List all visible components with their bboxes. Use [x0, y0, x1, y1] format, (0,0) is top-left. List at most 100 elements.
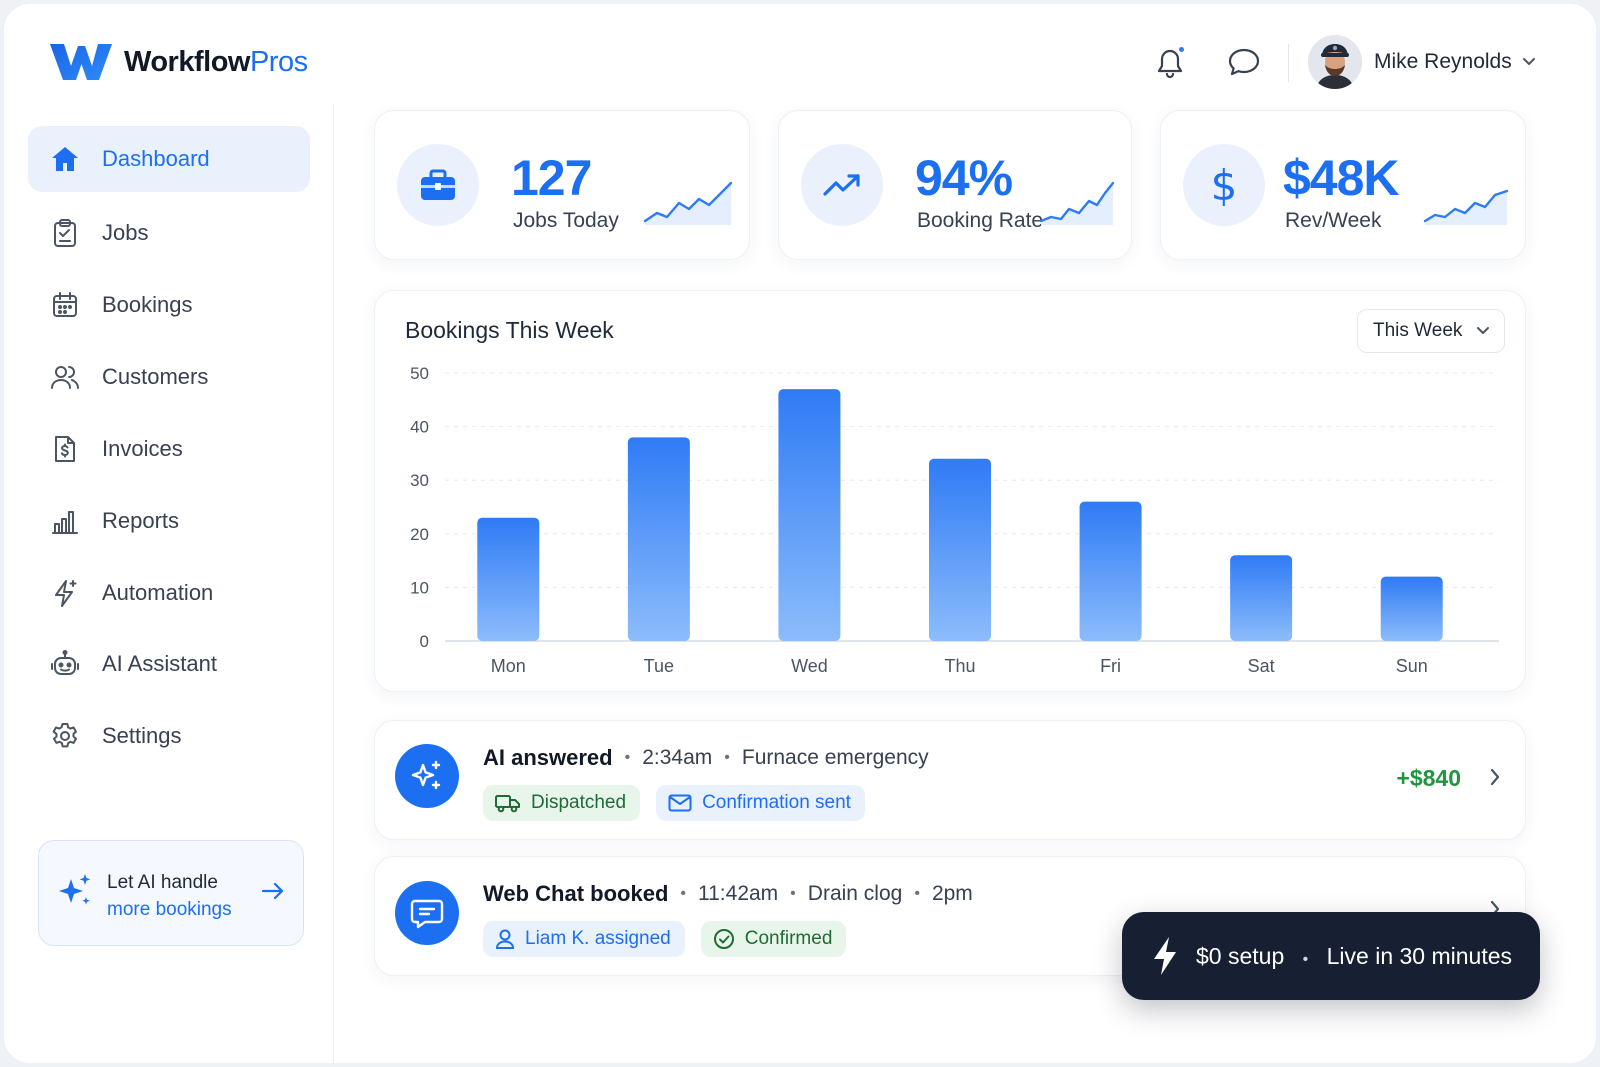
activity-title: Web Chat booked [483, 881, 669, 906]
period-select[interactable]: This Week [1357, 309, 1505, 353]
x-tick-label: Thu [944, 656, 975, 676]
user-menu[interactable]: Mike Reynolds [1308, 34, 1536, 90]
brand-name-primary: Workflow [124, 45, 250, 78]
avatar [1308, 35, 1362, 89]
y-tick-label: 50 [410, 364, 429, 383]
messages-button[interactable] [1224, 42, 1264, 82]
chart-title: Bookings This Week [405, 317, 614, 343]
sidebar-item-jobs[interactable]: Jobs [28, 200, 310, 266]
stat-value: 127 [511, 150, 592, 206]
sidebar-item-settings[interactable]: Settings [28, 703, 310, 769]
stat-caption: Booking Rate [917, 209, 1044, 232]
sidebar-item-dashboard[interactable]: Dashboard [28, 126, 310, 192]
notification-badge [1177, 45, 1186, 54]
sidebar-item-label: Settings [102, 723, 182, 748]
activity-detail: Drain clog [807, 882, 903, 905]
bar-tue[interactable] [627, 437, 690, 641]
x-tick-label: Wed [791, 656, 828, 676]
user-name: Mike Reynolds [1374, 50, 1512, 73]
tag-label: Dispatched [531, 792, 627, 813]
dollar-icon: $ [1183, 144, 1265, 226]
bar-sun[interactable] [1380, 576, 1443, 641]
header-divider [1288, 44, 1289, 82]
sidebar-item-automation[interactable]: Automation [28, 560, 310, 626]
status-badge-confirmation-sent: Confirmation sent [656, 785, 865, 821]
chevron-down-icon [1477, 327, 1489, 334]
sidebar-item-customers[interactable]: Customers [28, 344, 310, 410]
sidebar-item-label: AI Assistant [102, 651, 217, 676]
sparkle-icon [59, 874, 91, 905]
activity-time: 11:42am [698, 882, 779, 905]
sidebar-item-ai-assistant[interactable]: AI Assistant [28, 631, 310, 697]
x-tick-label: Sat [1248, 656, 1275, 676]
sidebar: Dashboard Jobs Bookings Customers Invoic… [4, 104, 334, 1063]
bar-mon[interactable] [477, 517, 540, 641]
y-tick-label: 0 [420, 632, 429, 651]
sparkline [1423, 189, 1509, 225]
stat-card-booking-rate[interactable]: 94% Booking Rate [778, 110, 1132, 260]
stat-value: 94% [915, 150, 1013, 206]
activity-item-ai-answered[interactable]: AI answered • 2:34am • Furnace emergency… [374, 720, 1526, 840]
ai-promo-card[interactable]: Let AI handle more bookings [38, 840, 304, 946]
mail-icon [668, 794, 692, 812]
promo-line-2: more bookings [107, 899, 232, 920]
clipboard-icon [48, 216, 82, 250]
bar-wed[interactable] [778, 389, 841, 641]
tag-label: Confirmed [744, 928, 833, 949]
x-tick-label: Tue [644, 656, 674, 676]
y-tick-label: 30 [410, 471, 429, 490]
sidebar-item-reports[interactable]: Reports [28, 488, 310, 554]
status-badge-dispatched: Dispatched [483, 785, 641, 821]
bookings-bar-chart: 0 10 20 30 40 50 Mon Tue Wed Thu Fri Sat Sun [410, 364, 1499, 676]
sparkle-icon [395, 744, 459, 808]
bar-thu[interactable] [929, 458, 991, 641]
sidebar-item-label: Customers [102, 364, 209, 389]
truck-icon [495, 795, 520, 813]
sidebar-item-label: Reports [102, 508, 180, 533]
sidebar-item-label: Automation [102, 580, 214, 605]
activity-extra: 2pm [931, 882, 973, 905]
promo-line-1: Let AI handle [107, 872, 218, 893]
sidebar-item-invoices[interactable]: Invoices [28, 416, 310, 482]
tag-label: Confirmation sent [702, 792, 851, 813]
period-value: This Week [1373, 320, 1463, 341]
y-tick-label: 20 [410, 525, 429, 544]
invoice-icon [48, 432, 82, 466]
brand-logo[interactable]: WorkflowPros [48, 38, 308, 86]
stat-card-revenue[interactable]: $ $48K Rev/Week [1160, 110, 1526, 260]
sidebar-item-label: Jobs [102, 220, 149, 245]
bar-fri[interactable] [1079, 501, 1142, 641]
x-tick-label: Sun [1396, 656, 1428, 676]
tag-label: Liam K. assigned [525, 928, 671, 949]
brand-name-secondary: Pros [249, 45, 308, 78]
toast-live: Live in 30 minutes [1326, 942, 1513, 969]
calendar-icon [48, 288, 82, 322]
y-tick-label: 40 [410, 418, 429, 437]
bolt-icon [1154, 937, 1176, 975]
chat-icon [1228, 48, 1260, 76]
bookings-chart-card: 0 10 20 30 40 50 Mon Tue Wed Thu Fri Sat Sun Booking… [374, 290, 1526, 692]
chevron-down-icon [1522, 58, 1535, 65]
lightning-icon [48, 576, 82, 610]
stat-card-jobs[interactable]: 127 Jobs Today [374, 110, 750, 260]
bell-icon [1157, 49, 1183, 79]
notifications-button[interactable] [1150, 42, 1190, 82]
sidebar-item-label: Invoices [102, 436, 183, 461]
arrow-right-icon [261, 882, 284, 900]
app-window: WorkflowPros Mike Reynolds [4, 4, 1596, 1063]
activity-time: 2:34am [642, 746, 713, 769]
activity-title: AI answered [483, 745, 613, 770]
toast-setup: $0 setup [1196, 942, 1285, 969]
y-tick-label: 10 [410, 578, 429, 597]
sparkline [1039, 181, 1115, 225]
trend-up-icon [801, 144, 883, 226]
gear-icon [48, 719, 82, 753]
bar-sat[interactable] [1230, 555, 1293, 641]
sparkline [643, 181, 733, 225]
chevron-right-icon [1490, 768, 1500, 786]
promo-toast[interactable]: $0 setup • Live in 30 minutes [1122, 912, 1540, 1000]
bar-chart-icon [48, 504, 82, 538]
sidebar-item-bookings[interactable]: Bookings [28, 272, 310, 338]
activity-detail: Furnace emergency [741, 746, 929, 769]
users-icon [48, 360, 82, 394]
